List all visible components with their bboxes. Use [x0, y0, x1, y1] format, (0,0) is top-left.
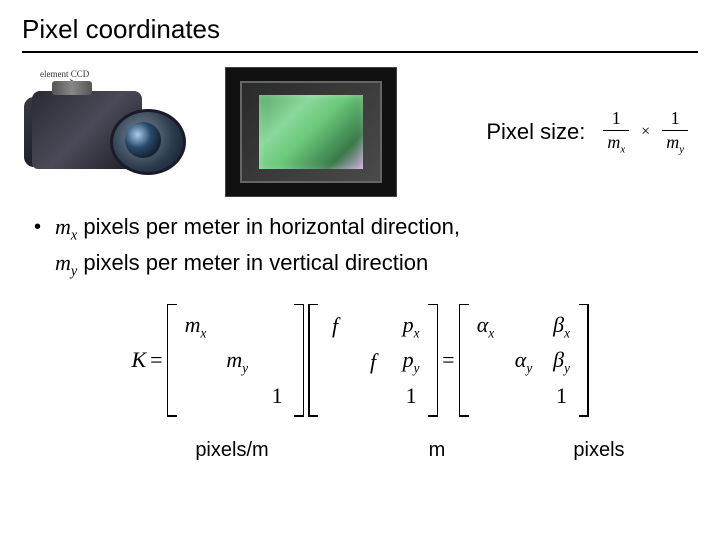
matrix-pixels-per-m: mx . . . my . . . 1 [167, 304, 305, 417]
matrix-meters: f . px . f py . . 1 [308, 304, 438, 417]
equals-2: = [442, 347, 454, 373]
ccd-label: element CCD [40, 69, 89, 79]
bullet-marker: • [34, 213, 41, 241]
pixel-size-block: Pixel size: 1 mx × 1 my [486, 108, 688, 156]
fraction2-den: my [662, 130, 688, 156]
title-rule [22, 51, 698, 53]
fraction2-num: 1 [667, 108, 684, 130]
sensor-illustration [225, 67, 397, 197]
unit-pixels-per-m: pixels/m [132, 439, 332, 462]
bullet-block: • mx pixels per meter in horizontal dire… [34, 213, 698, 286]
unit-m: m [372, 439, 502, 462]
fraction-1-over-mx: 1 mx [603, 108, 629, 156]
times-symbol: × [641, 123, 650, 141]
camera-top [52, 81, 92, 95]
fraction1-num: 1 [608, 108, 625, 130]
fraction-1-over-my: 1 my [662, 108, 688, 156]
k-equation: K = mx . . . my . . . 1 [131, 304, 588, 417]
camera-lens [110, 109, 186, 175]
fraction1-den: mx [603, 130, 629, 156]
sensor-frame [240, 81, 382, 183]
pixel-size-formula: 1 mx × 1 my [603, 108, 688, 156]
var-K: K [131, 347, 146, 373]
equals-1: = [150, 347, 162, 373]
bullet-text: mx pixels per meter in horizontal direct… [55, 213, 460, 286]
pixel-size-label: Pixel size: [486, 119, 585, 145]
equation-zone: K = mx . . . my . . . 1 [22, 304, 698, 417]
unit-row: pixels/m m pixels [22, 439, 698, 462]
slide-title: Pixel coordinates [22, 14, 698, 45]
unit-pixels: pixels [534, 439, 664, 462]
image-row: element CCD Pixel size: 1 mx × 1 [22, 67, 698, 197]
sensor-active-area [259, 95, 363, 169]
camera-illustration: element CCD [22, 67, 197, 197]
matrix-pixels: αx . βx . αy βy . . 1 [459, 304, 589, 417]
